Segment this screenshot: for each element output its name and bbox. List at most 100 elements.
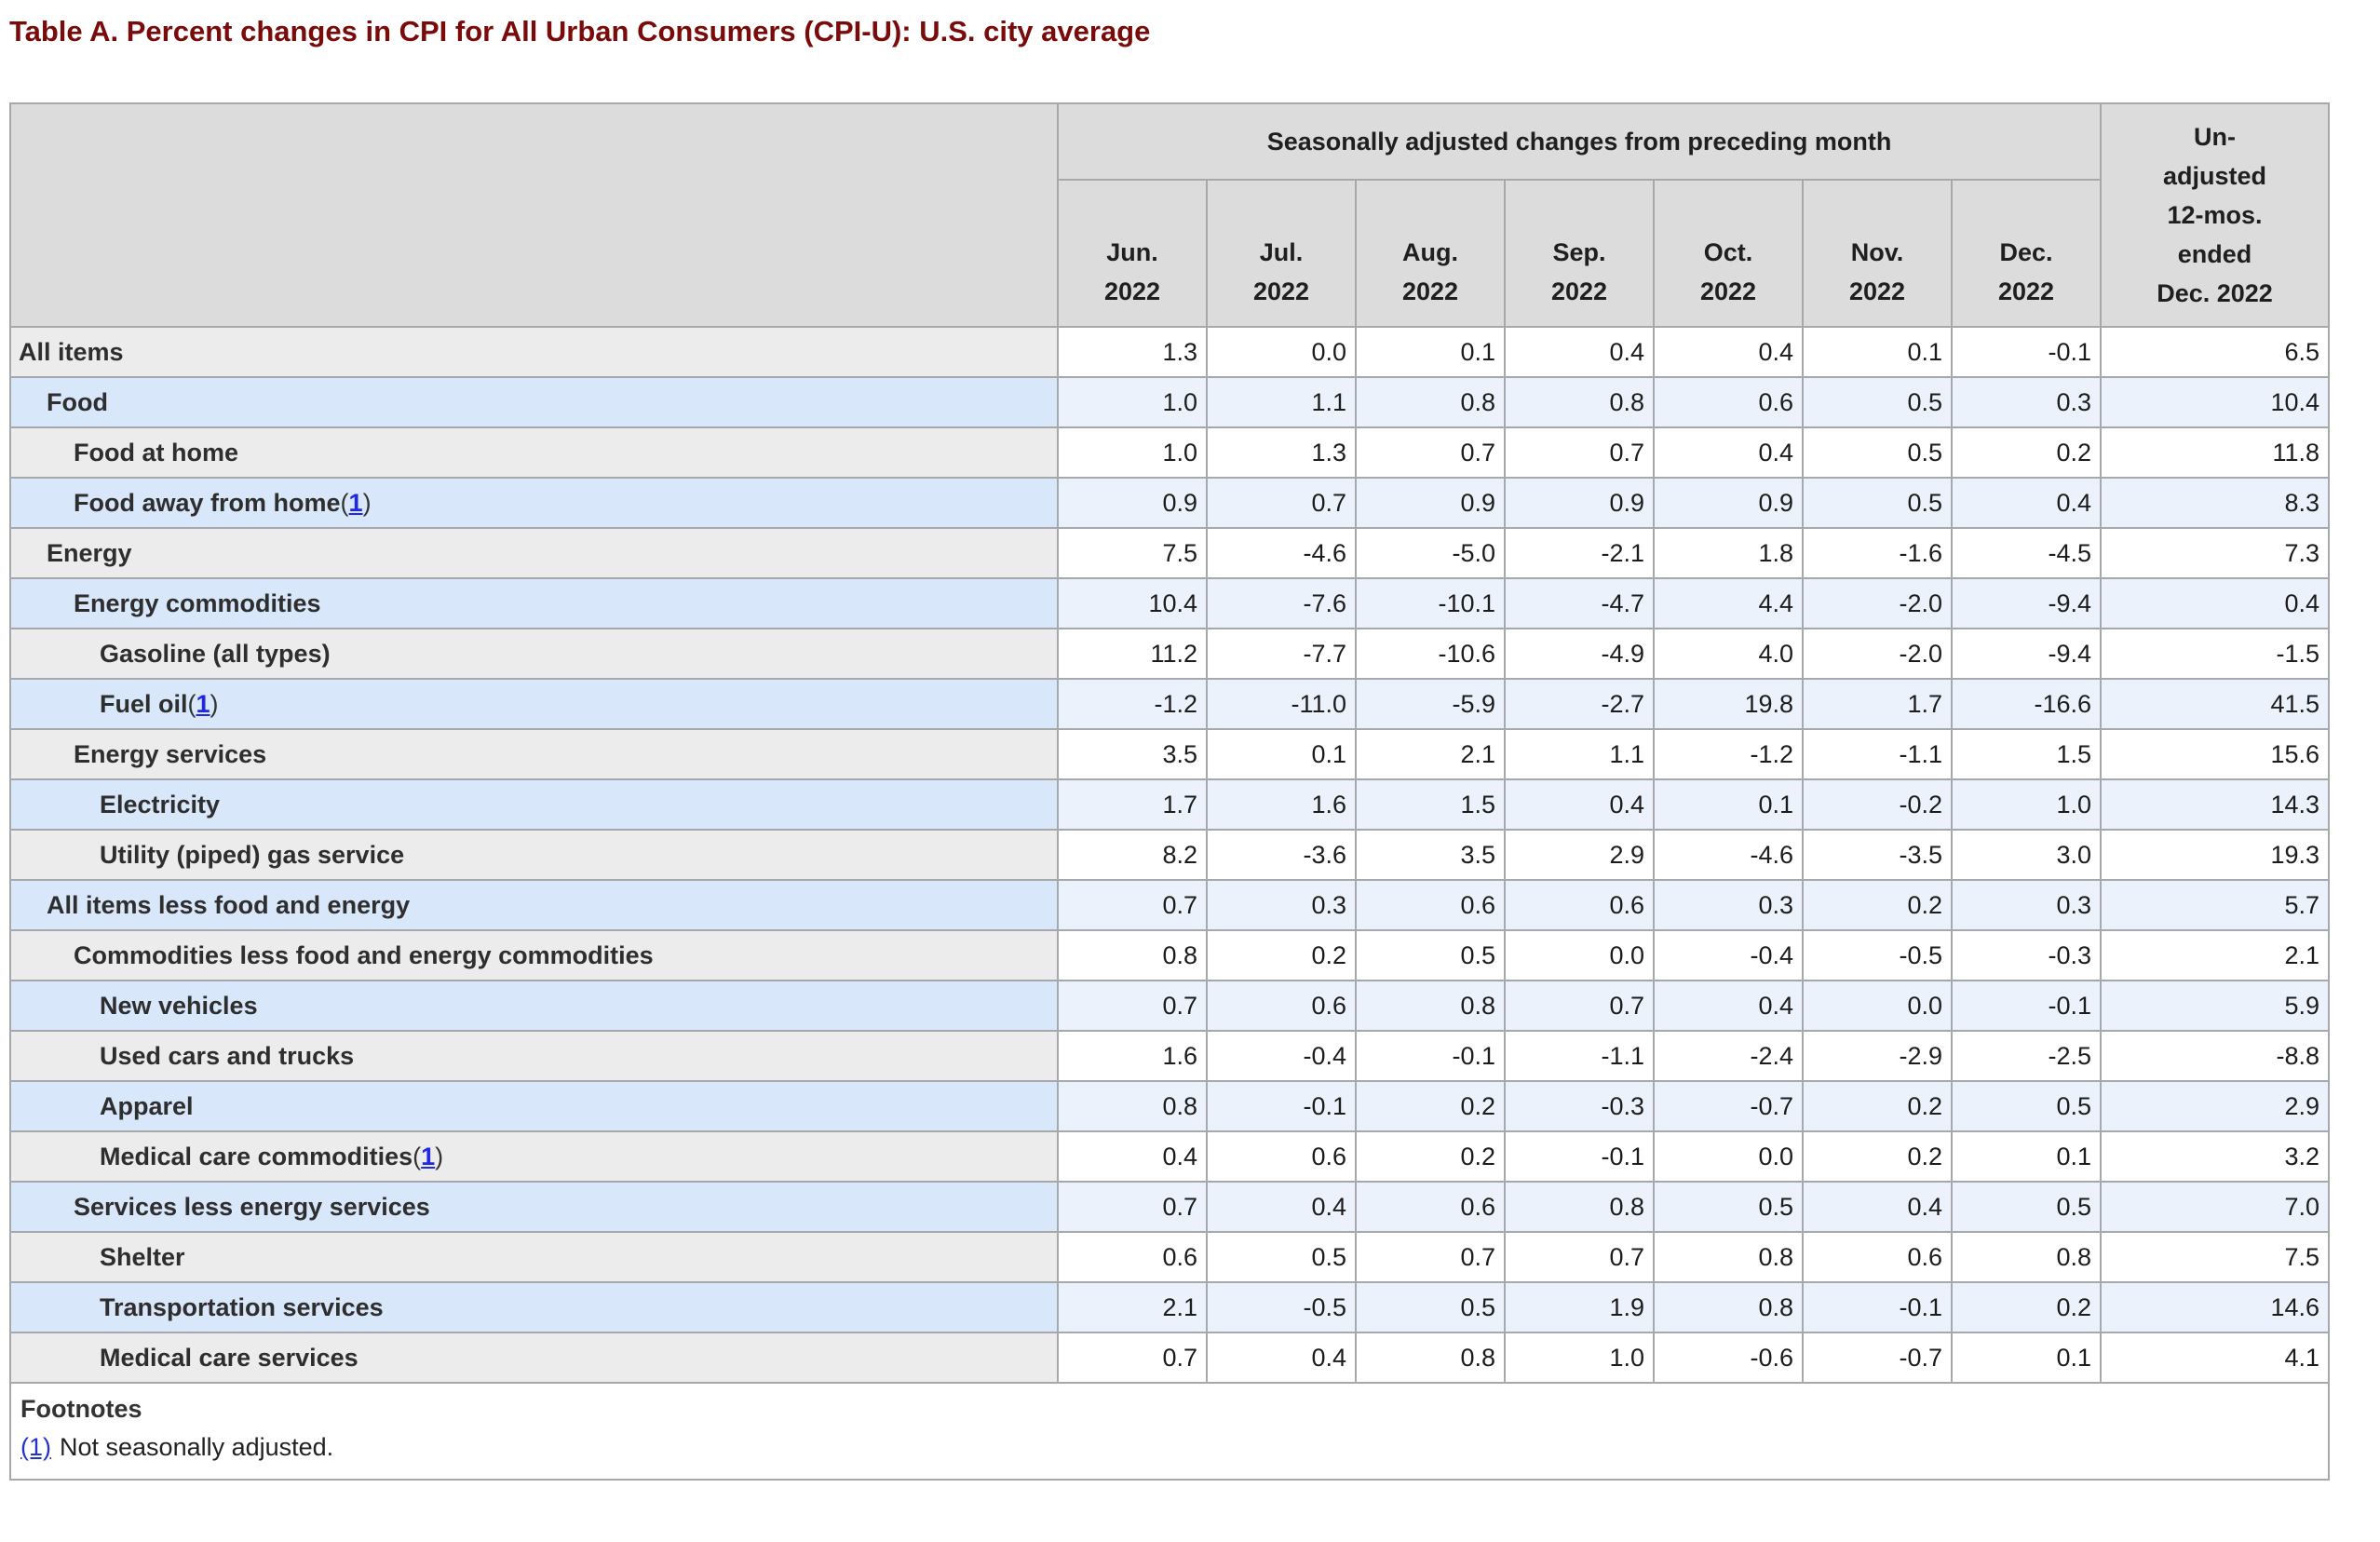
value-cell: 0.2	[1206, 929, 1357, 981]
value-cell: 8.3	[2100, 477, 2331, 529]
value-cell: 0.2	[1802, 1080, 1953, 1132]
row-label: Shelter	[9, 1231, 1059, 1283]
table-row: All items 1.3 0.0 0.1 0.4 0.4 0.1 -0.1 6.5	[9, 326, 2331, 378]
value-cell: 5.9	[2100, 980, 2331, 1032]
value-cell: 3.5	[1355, 829, 1506, 881]
value-cell: 0.4	[2100, 577, 2331, 629]
value-cell: 0.5	[1802, 477, 1953, 529]
value-cell: 1.1	[1206, 376, 1357, 428]
value-cell: -5.0	[1355, 527, 1506, 579]
value-cell: 4.1	[2100, 1332, 2331, 1384]
value-cell: 2.9	[1504, 829, 1655, 881]
value-cell: 2.1	[1057, 1281, 1208, 1333]
value-cell: -7.6	[1206, 577, 1357, 629]
corner-cell	[9, 102, 1059, 328]
value-cell: 0.5	[1802, 376, 1953, 428]
value-cell: 0.9	[1653, 477, 1804, 529]
row-label: Medical care services	[9, 1332, 1059, 1384]
table-footer: Footnotes (1) Not seasonally adjusted.	[8, 1382, 2331, 1481]
month-header-sep: Sep. 2022	[1504, 179, 1655, 328]
value-cell: 0.7	[1355, 426, 1506, 479]
footnote-1-link[interactable]: (1)	[20, 1433, 51, 1461]
value-cell: -4.7	[1504, 577, 1655, 629]
value-cell: -0.3	[1950, 929, 2103, 981]
value-cell: 0.6	[1802, 1231, 1953, 1283]
footnote-paren: (	[340, 488, 349, 517]
footnote-ref-link[interactable]: 1	[348, 488, 363, 517]
value-cell: 10.4	[1057, 577, 1208, 629]
value-cell: 11.2	[1057, 628, 1208, 680]
value-cell: -9.4	[1950, 577, 2103, 629]
month-header-oct: Oct. 2022	[1653, 179, 1804, 328]
value-cell: -2.4	[1653, 1030, 1804, 1082]
value-cell: 0.2	[1355, 1130, 1506, 1183]
value-cell: -0.4	[1653, 929, 1804, 981]
table-row: Energy services 3.5 0.1 2.1 1.1 -1.2 -1.1 1.5 15…	[9, 728, 2331, 780]
value-cell: 0.7	[1057, 879, 1208, 931]
value-cell: -16.6	[1950, 678, 2103, 730]
value-cell: 0.5	[1355, 929, 1506, 981]
value-cell: -10.1	[1355, 577, 1506, 629]
value-cell: -0.3	[1504, 1080, 1655, 1132]
value-cell: 1.5	[1950, 728, 2103, 780]
value-cell: 0.5	[1653, 1181, 1804, 1233]
value-cell: 0.1	[1950, 1130, 2103, 1183]
value-cell: -3.6	[1206, 829, 1357, 881]
value-cell: 2.1	[2100, 929, 2331, 981]
value-cell: 0.5	[1206, 1231, 1357, 1283]
value-cell: 10.4	[2100, 376, 2331, 428]
value-cell: -2.9	[1802, 1030, 1953, 1082]
value-cell: -2.7	[1504, 678, 1655, 730]
footnote-ref-link[interactable]: 1	[421, 1142, 436, 1170]
value-cell: 0.7	[1057, 1332, 1208, 1384]
value-cell: -1.5	[2100, 628, 2331, 680]
row-label: All items less food and energy	[9, 879, 1059, 931]
value-cell: 0.4	[1504, 326, 1655, 378]
value-cell: 0.4	[1653, 980, 1804, 1032]
value-cell: -2.0	[1802, 577, 1953, 629]
row-label: Commodities less food and energy commodi…	[9, 929, 1059, 981]
value-cell: 0.9	[1504, 477, 1655, 529]
row-label: Used cars and trucks	[9, 1030, 1059, 1082]
value-cell: 6.5	[2100, 326, 2331, 378]
value-cell: 8.2	[1057, 829, 1208, 881]
value-cell: 0.7	[1504, 426, 1655, 479]
value-cell: -0.2	[1802, 778, 1953, 831]
value-cell: 7.0	[2100, 1181, 2331, 1233]
value-cell: 1.7	[1057, 778, 1208, 831]
value-cell: 2.9	[2100, 1080, 2331, 1132]
value-cell: -0.1	[1206, 1080, 1357, 1132]
value-cell: -5.9	[1355, 678, 1506, 730]
group-header-row: Seasonally adjusted changes from precedi…	[9, 102, 2331, 328]
value-cell: 7.5	[2100, 1231, 2331, 1283]
value-cell: 0.8	[1504, 1181, 1655, 1233]
value-cell: 0.8	[1057, 929, 1208, 981]
month-header-row: Jun. 2022 Jul. 2022 Aug. 2022 Sep. 2022 …	[10, 179, 2329, 328]
footnote-ref-link[interactable]: 1	[196, 689, 210, 718]
footnote-paren: (	[412, 1142, 422, 1170]
value-cell: 7.5	[1057, 527, 1208, 579]
footnote-paren: (	[187, 689, 196, 718]
value-cell: 0.5	[1355, 1281, 1506, 1333]
value-cell: 1.0	[1950, 778, 2103, 831]
table-row: All items less food and energy 0.7 0.3 0.6 0…	[9, 879, 2331, 931]
value-cell: -7.7	[1206, 628, 1357, 680]
row-label: Food at home	[9, 426, 1059, 479]
value-cell: 14.6	[2100, 1281, 2331, 1333]
value-cell: -1.1	[1504, 1030, 1655, 1082]
value-cell: 0.6	[1206, 980, 1357, 1032]
value-cell: -0.7	[1802, 1332, 1953, 1384]
value-cell: 1.6	[1057, 1030, 1208, 1082]
value-cell: 0.1	[1206, 728, 1357, 780]
row-label: Apparel	[9, 1080, 1059, 1132]
value-cell: 0.8	[1355, 1332, 1506, 1384]
value-cell: 1.3	[1057, 326, 1208, 378]
footnotes-row: Footnotes (1) Not seasonally adjusted.	[8, 1382, 2331, 1481]
table-row: Food at home 1.0 1.3 0.7 0.7 0.4 0.5 0.2 11.8	[9, 426, 2331, 479]
value-cell: 0.3	[1653, 879, 1804, 931]
value-cell: 0.0	[1504, 929, 1655, 981]
value-cell: 0.8	[1653, 1231, 1804, 1283]
value-cell: -0.1	[1802, 1281, 1953, 1333]
value-cell: 3.5	[1057, 728, 1208, 780]
value-cell: -4.5	[1950, 527, 2103, 579]
